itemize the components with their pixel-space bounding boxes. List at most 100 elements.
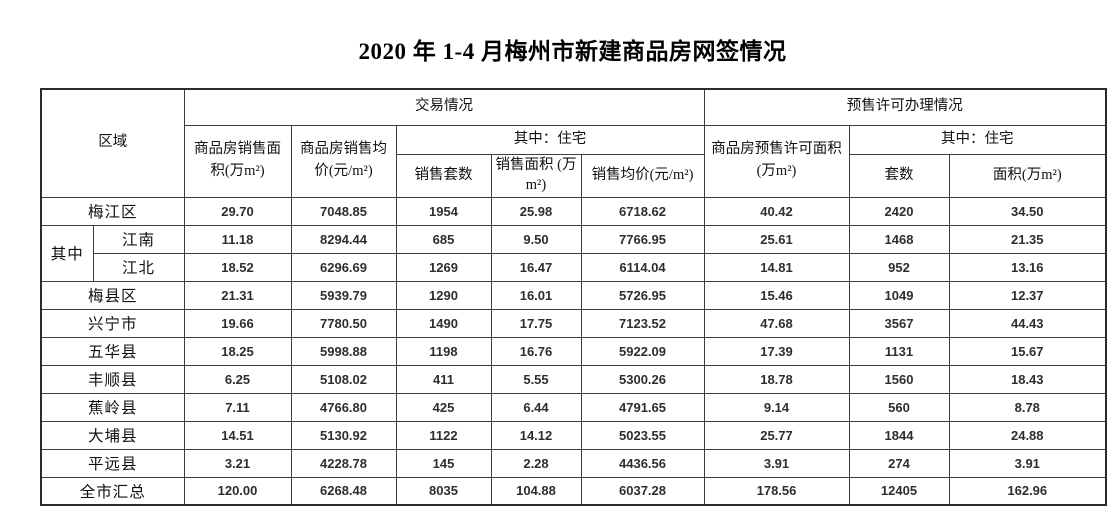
header-ps-units: 套数 <box>848 153 950 198</box>
region-label: 大埔县 <box>40 420 185 450</box>
cell-value: 5108.02 <box>290 364 397 394</box>
cell-value: 21.35 <box>948 224 1107 254</box>
region-label: 丰顺县 <box>40 364 185 394</box>
header-row-subgroups: 商品房销售面积(万m²) 商品房销售均价(元/m²) 其中：住宅 商品房预售许可… <box>41 124 1107 198</box>
cell-value: 4228.78 <box>290 448 397 478</box>
cell-value: 7780.50 <box>290 308 397 338</box>
cell-value: 4791.65 <box>580 392 705 422</box>
header-resi-sale-area: 销售面积 (万m²) <box>490 153 582 198</box>
table-row: 其中 江南 11.18 8294.44 685 9.50 7766.95 25.… <box>40 224 1107 282</box>
cell-value: 25.77 <box>703 420 850 450</box>
cell-value: 8294.44 <box>290 224 397 254</box>
cell-value: 1290 <box>395 280 492 310</box>
cell-value: 1131 <box>848 336 950 366</box>
cell-value: 104.88 <box>490 476 582 506</box>
table-row-total: 全市汇总 120.00 6268.48 8035 104.88 6037.28 … <box>40 476 1107 506</box>
cell-value: 1269 <box>395 252 492 282</box>
cell-value: 18.52 <box>183 252 292 282</box>
cell-value: 24.88 <box>948 420 1107 450</box>
cell-value: 5726.95 <box>580 280 705 310</box>
cell-value: 16.47 <box>490 252 582 282</box>
cell-value: 16.01 <box>490 280 582 310</box>
cell-value: 11.18 <box>183 224 292 254</box>
cell-value: 2420 <box>848 196 950 226</box>
cell-value: 5939.79 <box>290 280 397 310</box>
cell-value: 5998.88 <box>290 336 397 366</box>
cell-value: 3567 <box>848 308 950 338</box>
cell-value: 13.16 <box>948 252 1107 282</box>
cell-value: 6268.48 <box>290 476 397 506</box>
cell-value: 17.39 <box>703 336 850 366</box>
table-row: 梅县区 21.31 5939.79 1290 16.01 5726.95 15.… <box>40 280 1107 310</box>
region-label: 全市汇总 <box>40 476 185 506</box>
cell-value: 21.31 <box>183 280 292 310</box>
cell-value: 952 <box>848 252 950 282</box>
header-sale-area: 商品房销售面积(万m²) <box>183 124 292 198</box>
cell-value: 1954 <box>395 196 492 226</box>
cell-value: 120.00 <box>183 476 292 506</box>
region-label: 兴宁市 <box>40 308 185 338</box>
cell-value: 15.46 <box>703 280 850 310</box>
cell-value: 47.68 <box>703 308 850 338</box>
cell-value: 3.91 <box>703 448 850 478</box>
cell-value: 411 <box>395 364 492 394</box>
table-row: 蕉岭县 7.11 4766.80 425 6.44 4791.65 9.14 5… <box>40 392 1107 422</box>
cell-value: 12.37 <box>948 280 1107 310</box>
cell-value: 6114.04 <box>580 252 705 282</box>
cell-value: 18.43 <box>948 364 1107 394</box>
cell-value: 7048.85 <box>290 196 397 226</box>
header-ps-residential: 其中：住宅 <box>848 124 1107 155</box>
cell-value: 40.42 <box>703 196 850 226</box>
cell-value: 25.98 <box>490 196 582 226</box>
region-label: 平远县 <box>40 448 185 478</box>
table-row: 平远县 3.21 4228.78 145 2.28 4436.56 3.91 2… <box>40 448 1107 478</box>
cell-value: 1122 <box>395 420 492 450</box>
cell-value: 6718.62 <box>580 196 705 226</box>
header-presale-group: 预售许可办理情况 <box>703 88 1107 126</box>
cell-value: 178.56 <box>703 476 850 506</box>
cell-value: 5922.09 <box>580 336 705 366</box>
cell-value: 34.50 <box>948 196 1107 226</box>
cell-value: 5023.55 <box>580 420 705 450</box>
cell-value: 16.76 <box>490 336 582 366</box>
cell-value: 1490 <box>395 308 492 338</box>
region-label: 五华县 <box>40 336 185 366</box>
header-resi-avg-price: 销售均价(元/m²) <box>580 153 705 198</box>
table-row: 丰顺县 6.25 5108.02 411 5.55 5300.26 18.78 … <box>40 364 1107 394</box>
housing-signing-table: 区域 交易情况 预售许可办理情况 商品房销售面积(万m²) 商品房销售均价(元/… <box>40 88 1108 506</box>
cell-value: 8035 <box>395 476 492 506</box>
subgroup-label: 其中 <box>40 224 94 282</box>
cell-value: 44.43 <box>948 308 1107 338</box>
cell-value: 9.14 <box>703 392 850 422</box>
cell-value: 9.50 <box>490 224 582 254</box>
header-ps-area: 面积(万m²) <box>948 153 1107 198</box>
table-row: 梅江区 29.70 7048.85 1954 25.98 6718.62 40.… <box>40 196 1107 226</box>
cell-value: 25.61 <box>703 224 850 254</box>
cell-value: 425 <box>395 392 492 422</box>
cell-value: 145 <box>395 448 492 478</box>
header-row-leaves: 销售套数 销售面积 (万m²) 销售均价(元/m²) 套数 面积(万m²) <box>41 153 1107 198</box>
cell-value: 6037.28 <box>580 476 705 506</box>
cell-value: 8.78 <box>948 392 1107 422</box>
header-transaction-group: 交易情况 <box>183 88 705 126</box>
region-label: 梅江区 <box>40 196 185 226</box>
cell-value: 7123.52 <box>580 308 705 338</box>
cell-value: 29.70 <box>183 196 292 226</box>
page-title: 2020 年 1-4 月梅州市新建商品房网签情况 <box>358 39 787 64</box>
cell-value: 12405 <box>848 476 950 506</box>
header-sale-avg-price: 商品房销售均价(元/m²) <box>290 124 397 198</box>
cell-value: 4436.56 <box>580 448 705 478</box>
cell-value: 560 <box>848 392 950 422</box>
region-label: 江南 <box>92 224 185 254</box>
cell-value: 5300.26 <box>580 364 705 394</box>
cell-value: 1844 <box>848 420 950 450</box>
cell-value: 4766.80 <box>290 392 397 422</box>
cell-value: 2.28 <box>490 448 582 478</box>
cell-value: 1560 <box>848 364 950 394</box>
cell-value: 14.81 <box>703 252 850 282</box>
cell-value: 19.66 <box>183 308 292 338</box>
header-row-groups: 区域 交易情况 预售许可办理情况 <box>40 88 1107 198</box>
cell-value: 18.25 <box>183 336 292 366</box>
header-units-sold: 销售套数 <box>395 153 492 198</box>
cell-value: 18.78 <box>703 364 850 394</box>
